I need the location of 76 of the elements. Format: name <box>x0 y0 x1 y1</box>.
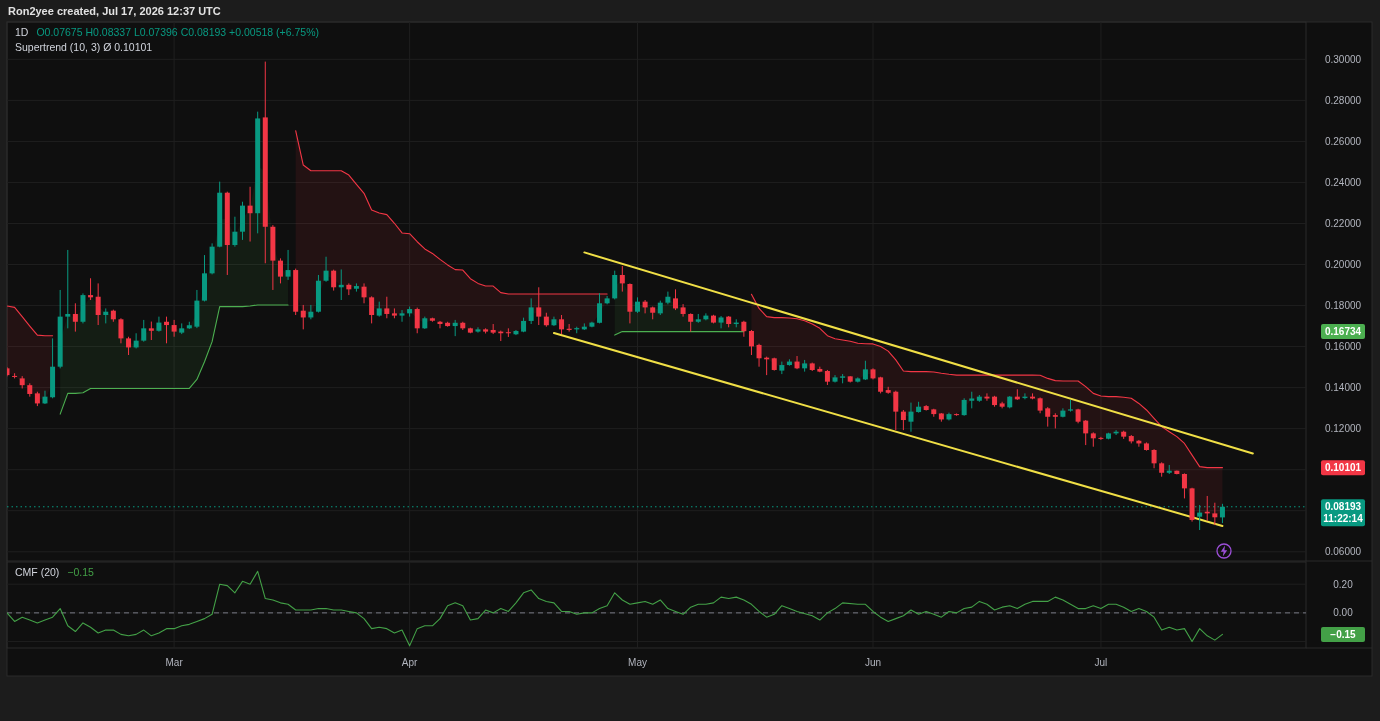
candlestick <box>862 360 868 381</box>
candlestick <box>718 315 724 329</box>
candlestick <box>285 249 291 281</box>
candlestick <box>756 343 762 368</box>
x-tick-label: Jul <box>1094 656 1108 668</box>
y-tick-label: 0.20000 <box>1324 259 1362 271</box>
y-tick-label: 0.30000 <box>1324 53 1362 65</box>
candlestick <box>331 269 337 292</box>
y-tick-label: 0.28000 <box>1324 94 1362 106</box>
candlestick <box>1045 406 1051 428</box>
chart-title: 1D <box>15 26 29 38</box>
candlestick <box>414 307 420 334</box>
x-tick-label: Apr <box>401 656 419 668</box>
annotation: Supertrend (10, 3) Ø 0.10101 <box>15 41 153 53</box>
candlestick <box>277 257 283 284</box>
candlestick <box>72 302 78 333</box>
y-tick-label: 0.06000 <box>1324 546 1362 558</box>
y-tick-label: 0.12000 <box>1324 423 1362 435</box>
candlestick <box>748 329 754 356</box>
candlestick <box>1151 448 1157 469</box>
candlestick <box>164 316 170 344</box>
candlestick <box>171 319 177 338</box>
text: −0.15 <box>1330 628 1357 640</box>
y-tick-label: 0.26000 <box>1324 135 1362 147</box>
candlestick <box>1181 472 1187 499</box>
candlestick <box>619 265 625 293</box>
y-tick-label: 0.16000 <box>1324 341 1362 353</box>
candlestick <box>65 249 71 329</box>
candlestick <box>954 412 960 417</box>
candlestick <box>126 336 132 356</box>
candlestick <box>900 409 906 431</box>
candlestick <box>893 390 899 431</box>
candlestick <box>437 320 443 329</box>
candlestick <box>1098 436 1104 441</box>
candlestick <box>908 402 914 433</box>
candlestick <box>1212 502 1218 526</box>
candlestick <box>369 295 375 324</box>
text: Ron2yee created, Jul 17, 2026 12:37 UTC <box>8 5 221 17</box>
chart-subtitle: O0.07675 H0.08337 L0.07396 C0.08193 +0.00518 (+6.75%) <box>36 26 319 38</box>
candlestick <box>384 296 390 319</box>
candlestick <box>672 288 678 311</box>
y-tick-label: 0.22000 <box>1324 217 1362 229</box>
candlestick <box>361 282 367 304</box>
candlestick <box>156 316 162 333</box>
candlestick <box>528 297 534 325</box>
candlestick <box>536 286 542 326</box>
candlestick <box>475 326 481 334</box>
ref-line-label: 0.08193 11:22:14 <box>1323 501 1364 525</box>
candlestick <box>597 292 603 324</box>
y-tick-label: 0.14000 <box>1324 382 1362 394</box>
candlestick <box>323 256 329 283</box>
y-tick-label: 0.20 <box>1333 578 1354 590</box>
candlestick <box>118 317 124 344</box>
x-tick-label: Jun <box>864 656 882 668</box>
candlestick <box>1083 419 1089 446</box>
chart-title: CMF (20) <box>15 566 60 578</box>
text: 0.16734 <box>1324 326 1362 338</box>
chart-subtitle: −0.15 <box>67 566 95 578</box>
candlestick <box>141 319 147 343</box>
candlestick <box>559 314 565 335</box>
x-tick-label: Mar <box>165 656 184 668</box>
y-tick-label: 0.18000 <box>1324 300 1362 312</box>
candlestick <box>680 303 686 318</box>
candlestick <box>148 321 154 341</box>
candlestick <box>88 277 94 301</box>
text: 0.10101 <box>1324 462 1362 474</box>
candlestick <box>665 291 671 305</box>
y-tick-label: 0.24000 <box>1324 176 1362 188</box>
candlestick <box>247 186 253 243</box>
candlestick <box>399 309 405 323</box>
candlestick <box>612 270 618 300</box>
candlestick <box>232 216 238 248</box>
x-tick-label: May <box>628 656 647 668</box>
candlestick <box>95 282 101 326</box>
candlestick <box>688 312 694 333</box>
y-tick-label: 0.00 <box>1333 607 1354 619</box>
